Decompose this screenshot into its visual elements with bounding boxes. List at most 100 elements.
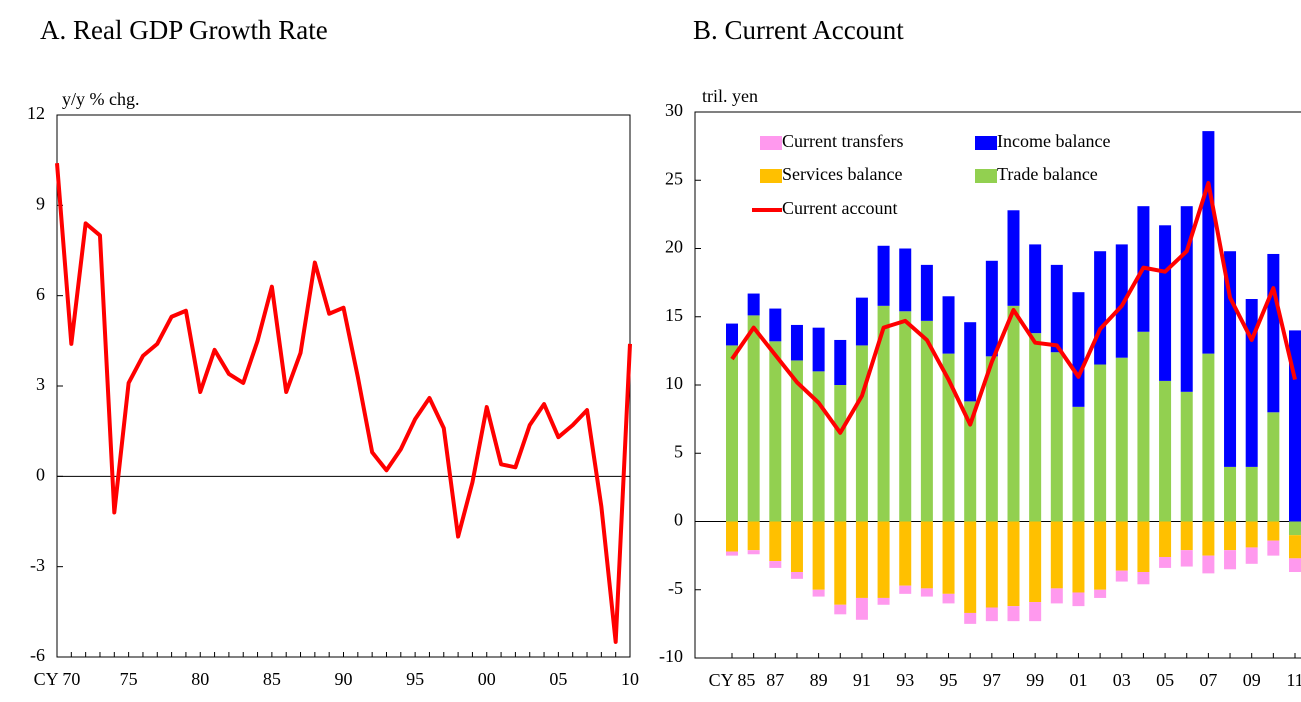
y-tick-label: 30	[665, 100, 683, 120]
bar-segment	[964, 612, 977, 624]
bar-segment	[726, 551, 738, 556]
bar-segment	[942, 521, 955, 594]
y-tick-label: 5	[674, 441, 683, 461]
bar-segment	[1029, 333, 1042, 522]
bar-segment	[942, 353, 955, 522]
x-tick-label: 95	[406, 669, 424, 689]
bar-segment	[747, 293, 760, 316]
x-tick-label: 80	[191, 669, 209, 689]
x-tick-label: 05	[1156, 670, 1174, 690]
bar-segment	[1245, 299, 1258, 467]
legend-label: Current account	[782, 198, 897, 218]
bar-segment	[834, 521, 847, 605]
legend-marker	[975, 136, 997, 150]
bar-segment	[812, 327, 825, 372]
bar-segment	[985, 607, 998, 622]
bar-segment	[964, 521, 977, 613]
bar-segment	[769, 308, 782, 342]
bar-segment	[1072, 292, 1085, 407]
x-tick-label: 00	[478, 669, 496, 689]
bar-segment	[985, 260, 998, 357]
bar-segment	[1094, 251, 1107, 365]
bar-segment	[1159, 225, 1172, 381]
bar-segment	[1267, 412, 1280, 522]
bar-segment	[1072, 406, 1085, 522]
bar-segment	[1115, 244, 1128, 358]
bar-segment	[1159, 556, 1172, 568]
bar-segment	[812, 371, 825, 522]
bar-segment	[920, 521, 933, 589]
bar-segment	[1245, 547, 1258, 564]
bar-segment	[834, 604, 847, 615]
bar-segment	[726, 323, 738, 346]
data-line	[55, 163, 632, 644]
bar-segment	[1245, 466, 1258, 522]
bar-segment	[769, 561, 782, 568]
bar-segment	[1094, 521, 1107, 590]
bar-segment	[877, 521, 890, 598]
y-tick-label: -3	[30, 555, 45, 575]
legend-marker	[760, 169, 782, 183]
bar-segment	[855, 297, 868, 346]
bar-segment	[1224, 550, 1237, 570]
legend-label: Income balance	[997, 131, 1110, 151]
bar-segment	[942, 593, 955, 604]
bar-segment	[899, 311, 912, 522]
bar-segment	[1245, 521, 1258, 548]
bar-segment	[1115, 521, 1128, 571]
x-tick-label: 07	[1199, 670, 1217, 690]
bar-segment	[1202, 521, 1215, 556]
bar-segment	[769, 521, 782, 562]
bar-segment	[877, 597, 890, 605]
bar-segment	[1115, 570, 1128, 582]
y-tick-label: 0	[674, 510, 683, 530]
legend-marker	[975, 169, 997, 183]
bar-segment	[726, 521, 738, 552]
bar-segment	[1007, 606, 1020, 622]
bar-segment	[1224, 521, 1237, 551]
y-tick-label: 25	[665, 168, 683, 188]
y-axis-label: y/y % chg.	[62, 89, 139, 109]
bar-segment	[1072, 521, 1085, 593]
y-tick-label: 6	[36, 284, 45, 304]
bar-segment	[812, 521, 825, 590]
bar-segment	[1050, 588, 1063, 604]
bar-segment	[1094, 589, 1107, 598]
plot-frame	[56, 114, 631, 658]
y-tick-label: 20	[665, 237, 683, 257]
bar-segment	[1115, 357, 1128, 522]
bar-segment	[1289, 521, 1301, 536]
x-tick-label: 10	[621, 669, 639, 689]
bar-segment	[726, 345, 738, 522]
x-tick-label: 75	[120, 669, 138, 689]
y-tick-label: -10	[659, 646, 683, 666]
legend-marker	[760, 136, 782, 150]
bar-segment	[1007, 210, 1020, 306]
x-tick-label: 89	[810, 670, 828, 690]
bar-segment	[790, 360, 803, 522]
x-tick-label: 99	[1026, 670, 1044, 690]
x-tick-label: 03	[1113, 670, 1131, 690]
bar-segment	[1202, 555, 1215, 574]
x-tick-label: 90	[335, 669, 353, 689]
x-tick-label: 09	[1243, 670, 1261, 690]
y-tick-label: 10	[665, 373, 683, 393]
y-tick-label: -5	[668, 578, 683, 598]
x-tick-label: 87	[766, 670, 784, 690]
bar-segment	[1050, 264, 1063, 353]
bar-segment	[1289, 535, 1301, 559]
bar-segment	[1159, 521, 1172, 557]
x-tick-label: 11	[1286, 670, 1301, 690]
bar-segment	[1267, 540, 1280, 556]
bar-segment	[1224, 466, 1237, 522]
bar-segment	[855, 345, 868, 522]
bar-segment	[1202, 353, 1215, 522]
bar-segment	[1159, 380, 1172, 522]
bar-segment	[790, 521, 803, 573]
y-tick-label: 0	[36, 464, 45, 484]
legend-label: Trade balance	[997, 164, 1098, 184]
bar-segment	[942, 296, 955, 354]
bar-segment	[1029, 244, 1042, 334]
